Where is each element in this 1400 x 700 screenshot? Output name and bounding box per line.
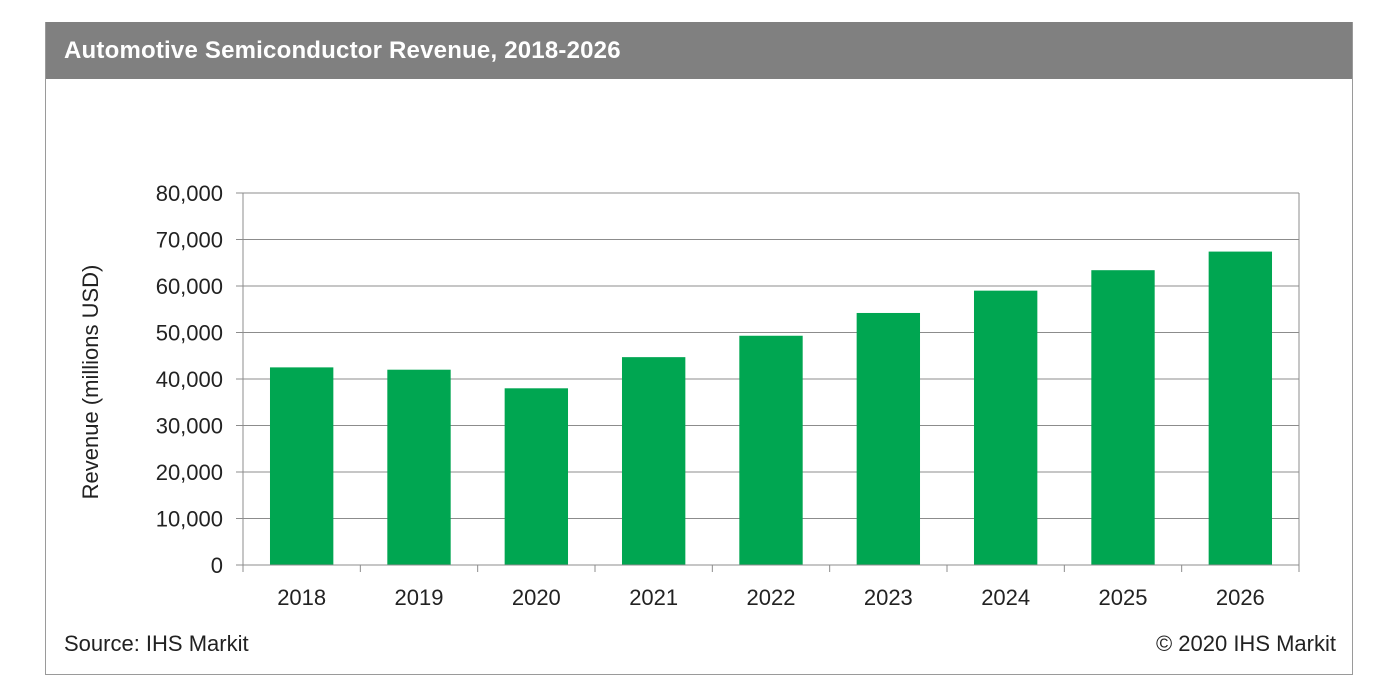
bar-2021	[621, 357, 686, 565]
bars	[269, 251, 1273, 565]
x-tick-label: 2026	[1216, 585, 1265, 610]
y-tick-label: 20,000	[156, 460, 223, 485]
x-tick-label: 2019	[395, 585, 444, 610]
axes	[236, 192, 1300, 572]
bar-2020	[504, 388, 569, 565]
bar-2023	[856, 312, 921, 565]
x-tick-labels: 2018 2019 2020 2021 2022 2023 2024 2025 2026	[277, 585, 1265, 610]
x-tick-label: 2018	[277, 585, 326, 610]
y-tick-label: 50,000	[156, 321, 223, 346]
x-tick-label: 2023	[864, 585, 913, 610]
x-tick-label: 2020	[512, 585, 561, 610]
title-bar: Automotive Semiconductor Revenue, 2018-2…	[46, 22, 1352, 79]
chart-frame: Automotive Semiconductor Revenue, 2018-2…	[45, 22, 1353, 675]
y-tick-label: 10,000	[156, 507, 223, 532]
bar-2024	[973, 290, 1038, 565]
x-tick-label: 2025	[1099, 585, 1148, 610]
y-tick-label: 40,000	[156, 367, 223, 392]
y-axis-label: Revenue (millions USD)	[78, 265, 103, 500]
bar-chart: 0 10,000 20,000 30,000 40,000 50,000 60,000 70,…	[78, 181, 1300, 610]
bar-2025	[1091, 270, 1155, 565]
bar-2019	[387, 369, 451, 565]
copyright-note: © 2020 IHS Markit	[1155, 631, 1336, 656]
y-tick-label: 30,000	[156, 414, 223, 439]
y-tick-labels: 0 10,000 20,000 30,000 40,000 50,000 60,000 70,…	[156, 181, 223, 578]
y-tick-label: 80,000	[156, 181, 223, 206]
bar-2018	[269, 367, 334, 565]
bar-2026	[1208, 251, 1273, 565]
x-tick-label: 2024	[981, 585, 1030, 610]
x-tick-label: 2022	[747, 585, 796, 610]
source-note: Source: IHS Markit	[64, 631, 249, 656]
bar-2022	[739, 335, 803, 565]
y-tick-label: 70,000	[156, 228, 223, 253]
y-tick-label: 60,000	[156, 274, 223, 299]
x-tick-label: 2021	[629, 585, 678, 610]
chart-title: Automotive Semiconductor Revenue, 2018-2…	[64, 36, 621, 64]
y-tick-label: 0	[211, 553, 223, 578]
